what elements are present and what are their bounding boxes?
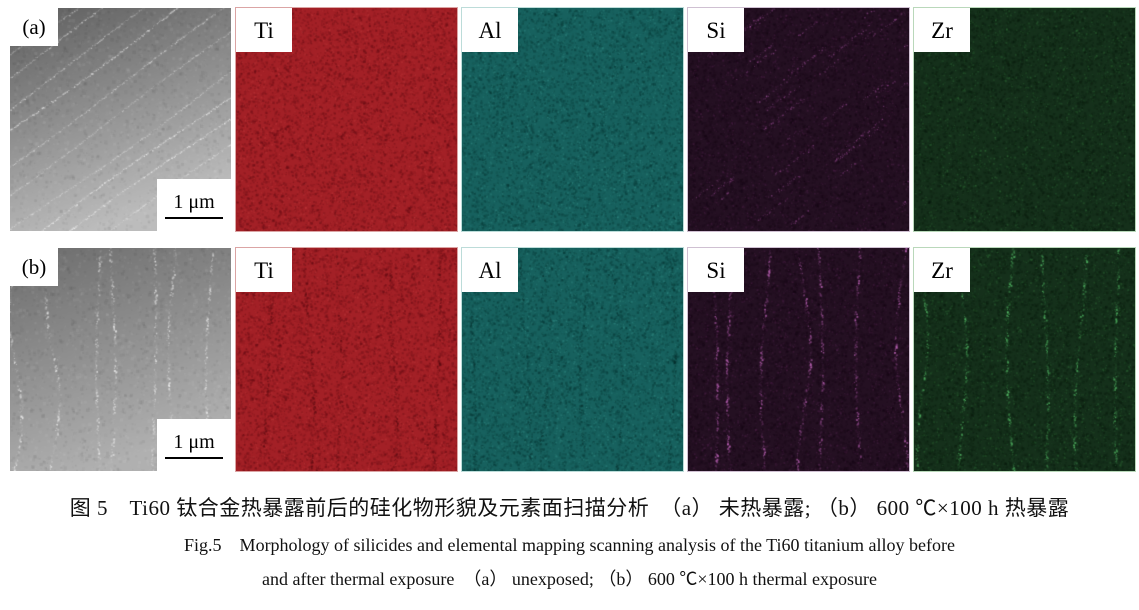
eds-map-panel-a-al: Al [461, 7, 684, 232]
scale-bar-line-b [165, 457, 223, 459]
panel-letter-label-b: (b) [10, 248, 58, 286]
eds-map-panel-b-si: Si [687, 247, 910, 472]
eds-map-panel-a-ti: Ti [235, 7, 458, 232]
element-label-b-ti: Ti [236, 248, 292, 292]
element-label-a-si: Si [688, 8, 744, 52]
eds-map-panel-b-al: Al [461, 247, 684, 472]
panel-letter-label-a: (a) [10, 8, 58, 46]
scale-bar-a: 1 μm [157, 179, 231, 231]
eds-map-panel-b-zr: Zr [913, 247, 1136, 472]
panel-row-b: (b) 1 μm Ti Al Si Zr [10, 247, 1136, 472]
element-label-b-zr: Zr [914, 248, 970, 292]
scale-bar-label-a: 1 μm [173, 191, 215, 213]
element-label-a-ti: Ti [236, 8, 292, 52]
stem-micrograph-panel-b: (b) 1 μm [10, 248, 231, 471]
scale-bar-b: 1 μm [157, 419, 231, 471]
eds-map-panel-a-zr: Zr [913, 7, 1136, 232]
eds-map-panel-b-ti: Ti [235, 247, 458, 472]
scale-bar-label-b: 1 μm [173, 431, 215, 453]
caption-english-line1: Fig.5 Morphology of silicides and elemen… [184, 535, 955, 555]
panel-row-a: (a) 1 μm Ti Al Si Zr [10, 7, 1136, 232]
element-label-b-si: Si [688, 248, 744, 292]
scale-bar-line-a [165, 217, 223, 219]
figure-caption: 图 5 Ti60 钛合金热暴露前后的硅化物形貌及元素面扫描分析 （a） 未热暴露… [0, 492, 1139, 599]
stem-micrograph-panel-a: (a) 1 μm [10, 8, 231, 231]
caption-english-line2: and after thermal exposure （a） unexposed… [262, 569, 877, 589]
caption-chinese: 图 5 Ti60 钛合金热暴露前后的硅化物形貌及元素面扫描分析 （a） 未热暴露… [69, 496, 1070, 520]
eds-map-panel-a-si: Si [687, 7, 910, 232]
element-label-a-al: Al [462, 8, 518, 52]
element-label-a-zr: Zr [914, 8, 970, 52]
element-label-b-al: Al [462, 248, 518, 292]
